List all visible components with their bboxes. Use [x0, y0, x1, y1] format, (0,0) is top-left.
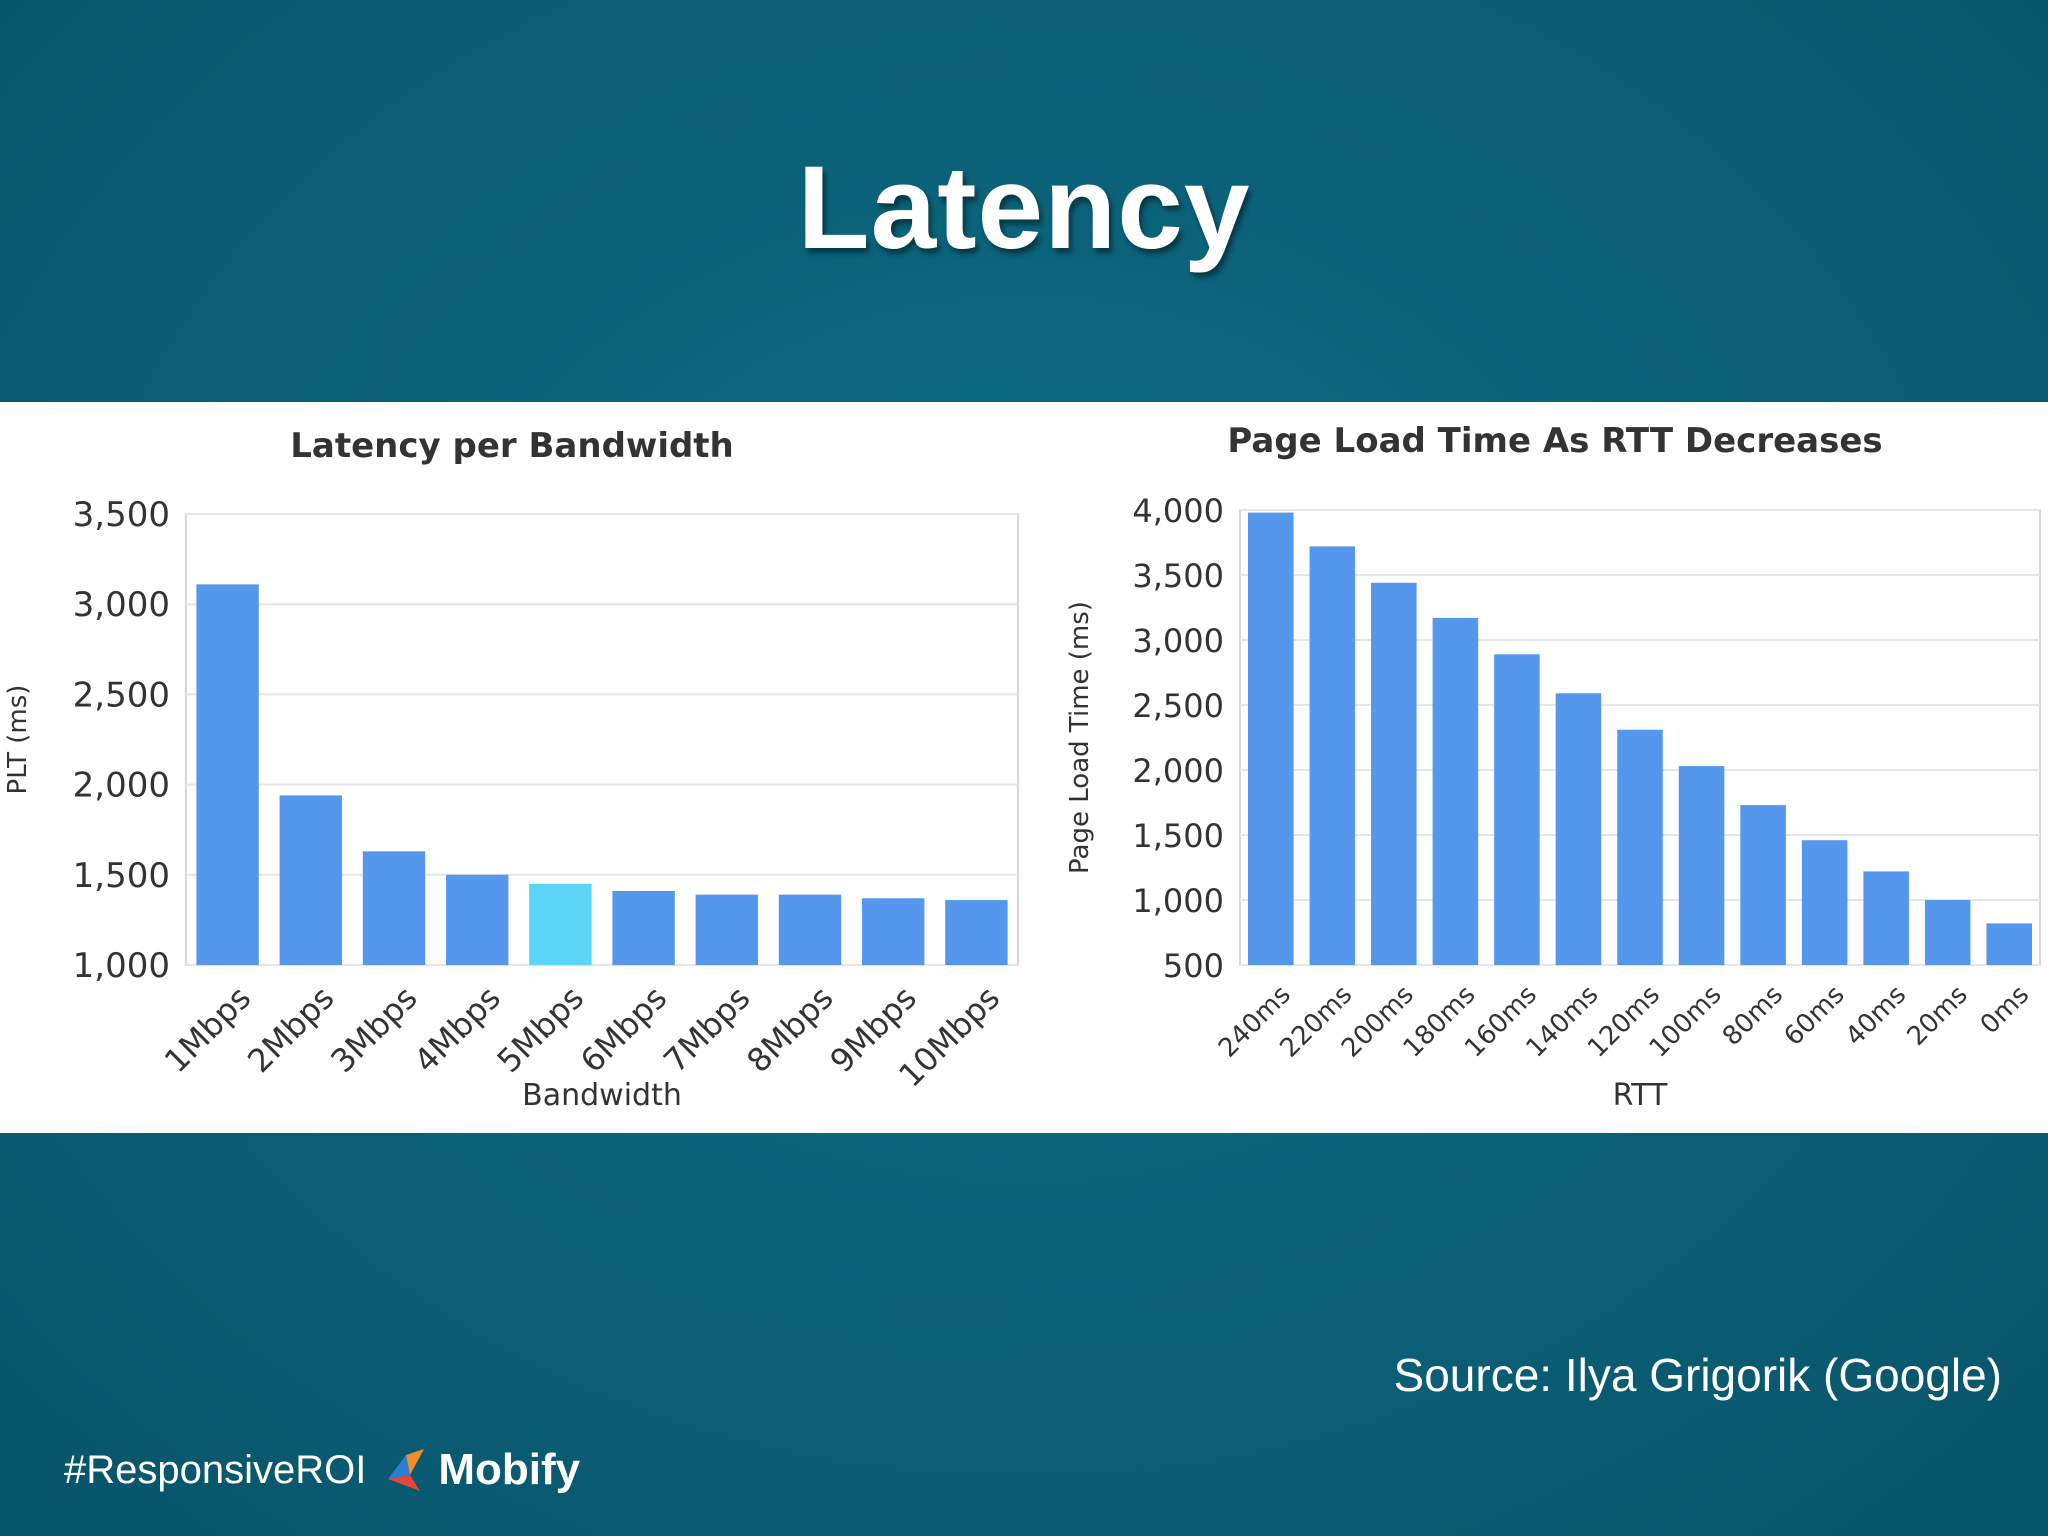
charts-panel: Latency per Bandwidth 1,000 1,500 2,000 2,50… — [0, 402, 2048, 1133]
chart-2-ytick-label: 4,000 — [1132, 492, 1224, 530]
chart-2-bar — [1863, 871, 1909, 965]
charts-svg: Latency per Bandwidth 1,000 1,500 2,000 2,50… — [3, 421, 2041, 1113]
chart-2-ytick-label: 2,500 — [1132, 687, 1224, 725]
chart-1-bar — [446, 874, 509, 965]
chart-1-xtick-label: 5Mbps — [490, 979, 591, 1080]
chart-2-bar — [1617, 729, 1663, 965]
chart-1-bar — [529, 883, 592, 965]
chart-1-ytick-label: 3,000 — [73, 585, 170, 625]
chart-2-xtick-label: 60ms — [1778, 980, 1850, 1052]
source-credit: Source: Ilya Grigorik (Google) — [1393, 1349, 2002, 1401]
chart-1-ytick-label: 1,000 — [73, 946, 170, 986]
mobify-logo-icon — [388, 1449, 425, 1491]
chart-2-ytick-label: 500 — [1163, 947, 1224, 985]
chart-2-ytick-label: 3,500 — [1132, 557, 1224, 595]
footer: #ResponsiveROI Mobify — [64, 1440, 580, 1500]
chart-2-ylabel: Page Load Time (ms) — [1065, 601, 1095, 874]
chart-2-bar — [1432, 617, 1479, 965]
chart-2-bar — [1555, 693, 1602, 965]
chart-2-xtick-label: 40ms — [1840, 980, 1912, 1052]
chart-1-bar — [695, 894, 758, 965]
chart-1-xtick-label: 6Mbps — [573, 979, 674, 1080]
chart-1-bar — [778, 894, 842, 965]
chart-2-bar — [1371, 582, 1417, 965]
chart-2-bar — [1248, 512, 1294, 965]
chart-1-xtick-label: 2Mbps — [240, 979, 341, 1080]
chart-1-title: Latency per Bandwidth — [290, 426, 734, 466]
chart-1-xtick-label: 4Mbps — [407, 979, 508, 1080]
chart-2-ytick-label: 3,000 — [1132, 622, 1224, 660]
chart-1-xtick-label: 3Mbps — [323, 979, 424, 1080]
slide-title: Latency — [797, 142, 1251, 274]
chart-2-xtick-label: 20ms — [1902, 980, 1974, 1052]
chart-2-xtick-label: 80ms — [1717, 980, 1789, 1052]
chart-1-ytick-label: 2,500 — [73, 675, 170, 715]
chart-1-bar — [279, 795, 342, 965]
chart-2-xlabel: RTT — [1613, 1078, 1668, 1113]
chart-1-xtick-label: 1Mbps — [157, 979, 258, 1080]
chart-2-bar — [1801, 840, 1848, 965]
chart-2-bar — [1986, 923, 2032, 965]
chart-1-ylabel: PLT (ms) — [3, 685, 33, 795]
chart-2-xtick-label: 0ms — [1975, 980, 2035, 1040]
brand-name: Mobify — [438, 1445, 581, 1494]
chart-2-bar — [1309, 546, 1356, 965]
chart-2-ytick-label: 2,000 — [1132, 752, 1224, 790]
chart-1-ytick-label: 2,000 — [73, 766, 170, 806]
chart-1-bar — [945, 900, 1008, 965]
chart-2-title: Page Load Time As RTT Decreases — [1227, 421, 1882, 461]
chart-1-xtick-label: 7Mbps — [656, 979, 757, 1080]
hashtag: #ResponsiveROI — [64, 1447, 367, 1492]
chart-1-ytick-label: 1,500 — [73, 856, 170, 896]
chart-1-xtick-label: 8Mbps — [739, 979, 840, 1080]
chart-1-bar — [362, 851, 426, 965]
chart-1-bar — [612, 891, 675, 965]
chart-2-ytick-label: 1,000 — [1132, 882, 1224, 920]
chart-1-xlabel: Bandwidth — [522, 1078, 682, 1113]
chart-1-ytick-label: 3,500 — [73, 495, 170, 535]
chart-1-bar — [196, 584, 259, 965]
chart-2-bar — [1494, 654, 1540, 965]
chart-1-bar — [862, 898, 925, 965]
chart-2-ytick-label: 1,500 — [1132, 817, 1224, 855]
chart-2-bar — [1678, 766, 1725, 965]
chart-2-bar — [1740, 805, 1786, 965]
chart-2-bar — [1924, 900, 1971, 965]
